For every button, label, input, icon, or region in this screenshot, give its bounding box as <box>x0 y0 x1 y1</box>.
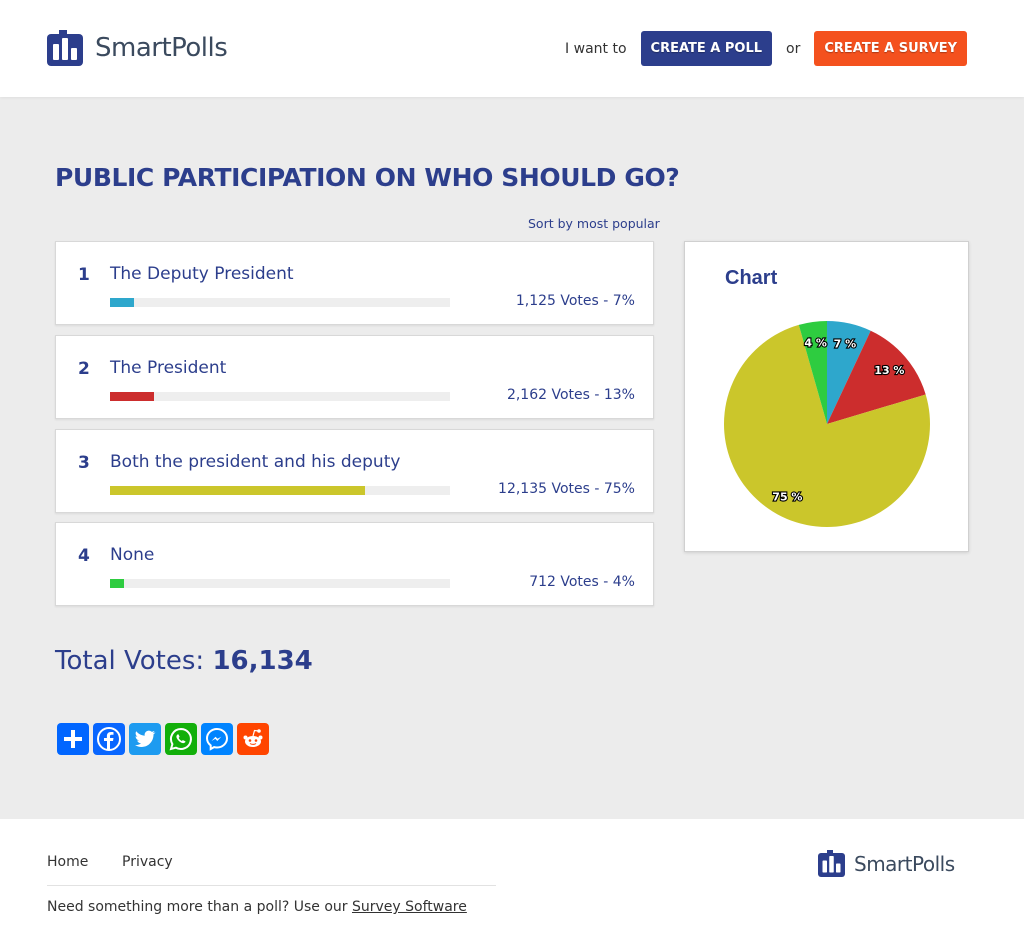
poll-option[interactable]: 4 None 712 Votes - 4% <box>55 522 654 606</box>
option-progress-fill <box>110 392 155 401</box>
sort-popular-link[interactable]: Sort by most popular <box>528 216 660 231</box>
cta-or-text: or <box>786 40 801 57</box>
footer-divider <box>47 885 496 886</box>
whatsapp-icon <box>169 727 192 751</box>
header-logo[interactable]: SmartPolls <box>47 30 228 66</box>
reddit-icon <box>243 729 263 747</box>
option-label: Both the president and his deputy <box>110 452 401 472</box>
pie-slice <box>827 321 871 424</box>
brand-name: SmartPolls <box>95 33 228 63</box>
twitter-icon <box>135 730 156 747</box>
option-votes: 712 Votes - 4% <box>529 574 635 590</box>
footer-privacy-link[interactable]: Privacy <box>122 854 173 870</box>
option-rank: 1 <box>78 265 90 285</box>
pie-slice-label: 4 % <box>804 336 827 349</box>
option-votes: 12,135 Votes - 75% <box>498 481 635 497</box>
footer-brand-name: SmartPolls <box>854 851 955 876</box>
poll-option[interactable]: 2 The President 2,162 Votes - 13% <box>55 335 654 419</box>
pie-slice-label: 7 % <box>834 338 857 351</box>
footer-note-text: Need something more than a poll? Use our <box>47 899 348 915</box>
option-progress-bar <box>110 298 450 307</box>
messenger-icon <box>205 727 229 751</box>
poll-option[interactable]: 1 The Deputy President 1,125 Votes - 7% <box>55 241 654 325</box>
header-cta: I want to CREATE A POLL or CREATE A SURV… <box>565 31 967 66</box>
option-votes: 2,162 Votes - 13% <box>506 387 635 403</box>
option-votes: 1,125 Votes - 7% <box>515 293 635 309</box>
pie-chart: 7 % 13 % 75 % 4 % <box>724 321 930 527</box>
site-header: SmartPolls I want to CREATE A POLL or CR… <box>0 0 1024 97</box>
whatsapp-share-button[interactable] <box>165 723 197 755</box>
pie-slice <box>827 330 926 424</box>
facebook-icon <box>97 727 121 751</box>
option-progress-fill <box>110 298 134 307</box>
facebook-share-button[interactable] <box>93 723 125 755</box>
twitter-share-button[interactable] <box>129 723 161 755</box>
smartpolls-logo-icon <box>818 850 845 877</box>
option-label: None <box>110 545 155 565</box>
pie-slice <box>724 324 930 527</box>
create-survey-button[interactable]: CREATE A SURVEY <box>814 31 967 66</box>
create-poll-button[interactable]: CREATE A POLL <box>640 31 773 66</box>
footer-note: Need something more than a poll? Use our… <box>47 899 467 915</box>
site-footer: Home Privacy Need something more than a … <box>0 819 1024 936</box>
option-progress-fill <box>110 486 365 495</box>
poll-title: PUBLIC PARTICIPATION ON WHO SHOULD GO? <box>55 163 680 192</box>
option-rank: 4 <box>78 546 90 566</box>
pie-slice-label: 75 % <box>772 490 802 503</box>
total-votes-label: Total Votes: <box>55 646 205 676</box>
option-progress-bar <box>110 579 450 588</box>
option-progress-bar <box>110 486 450 495</box>
option-progress-fill <box>110 579 124 588</box>
option-progress-bar <box>110 392 450 401</box>
reddit-share-button[interactable] <box>237 723 269 755</box>
share-icon <box>64 730 82 748</box>
option-rank: 3 <box>78 453 90 473</box>
pie-slice-label: 13 % <box>874 364 904 377</box>
option-label: The Deputy President <box>110 264 294 284</box>
pie-slice <box>798 321 827 424</box>
chart-card: Chart 7 % 13 % 75 % 4 % <box>684 241 969 552</box>
option-rank: 2 <box>78 359 90 379</box>
total-votes-value: 16,134 <box>212 646 313 676</box>
total-votes: Total Votes: 16,134 <box>55 646 313 676</box>
option-label: The President <box>110 358 227 378</box>
share-button[interactable] <box>57 723 89 755</box>
footer-logo[interactable]: SmartPolls <box>818 850 955 877</box>
cta-lead-text: I want to <box>565 40 627 57</box>
chart-title: Chart <box>725 267 778 289</box>
poll-option[interactable]: 3 Both the president and his deputy 12,1… <box>55 429 654 513</box>
survey-software-link[interactable]: Survey Software <box>351 899 467 915</box>
footer-home-link[interactable]: Home <box>47 854 89 870</box>
smartpolls-logo-icon <box>47 30 83 66</box>
messenger-share-button[interactable] <box>201 723 233 755</box>
share-bar <box>57 723 273 755</box>
